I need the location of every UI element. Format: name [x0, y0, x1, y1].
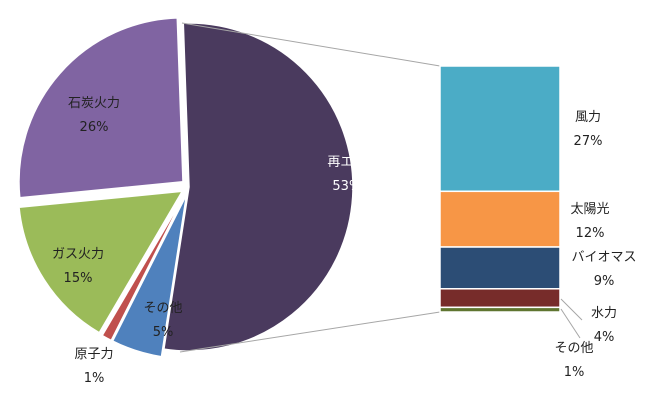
leader-line — [560, 298, 583, 321]
pie-slice-label: 石炭火力 — [68, 96, 120, 111]
bar-segment — [439, 65, 561, 193]
bar-segment-value: 1% — [564, 365, 585, 380]
pie-slice — [163, 22, 354, 352]
bar-segment-value: 4% — [594, 330, 615, 345]
bar-segment-value: 12% — [576, 226, 605, 241]
bar-segment-label: その他 — [554, 341, 593, 356]
pie-slice-value: 5% — [153, 325, 174, 340]
pie-slice-label: 再エネ — [327, 155, 366, 170]
pie-slice-label: ガス火力 — [52, 247, 104, 262]
pie-slice-value: 53% — [332, 179, 361, 194]
pie-slice-value: 15% — [64, 271, 93, 286]
pie-slice-label: 原子力 — [74, 347, 113, 362]
pie-slice-value: 26% — [80, 120, 109, 135]
pie-slice — [111, 194, 188, 358]
leader-line — [560, 308, 581, 339]
pie-slice-value: 1% — [84, 371, 105, 386]
pie-slice-label: その他 — [143, 301, 182, 316]
pie-slice — [101, 193, 186, 342]
bar-segment-value: 9% — [594, 274, 615, 289]
connector-line — [179, 311, 441, 353]
bar-segment — [439, 190, 561, 248]
bar-segment-value: 27% — [574, 134, 603, 149]
bar-segment — [439, 246, 561, 290]
bar-segment-label: 水力 — [591, 306, 617, 321]
bar-segment-label: 太陽光 — [570, 202, 609, 217]
bar-segment-label: バイオマス — [571, 250, 636, 265]
pie-slice — [18, 190, 184, 334]
bar-segment-label: 風力 — [575, 110, 601, 125]
bar-segment — [439, 306, 561, 313]
connector-line — [181, 22, 441, 67]
pie-slice — [18, 17, 184, 199]
bar-segment — [439, 288, 561, 309]
